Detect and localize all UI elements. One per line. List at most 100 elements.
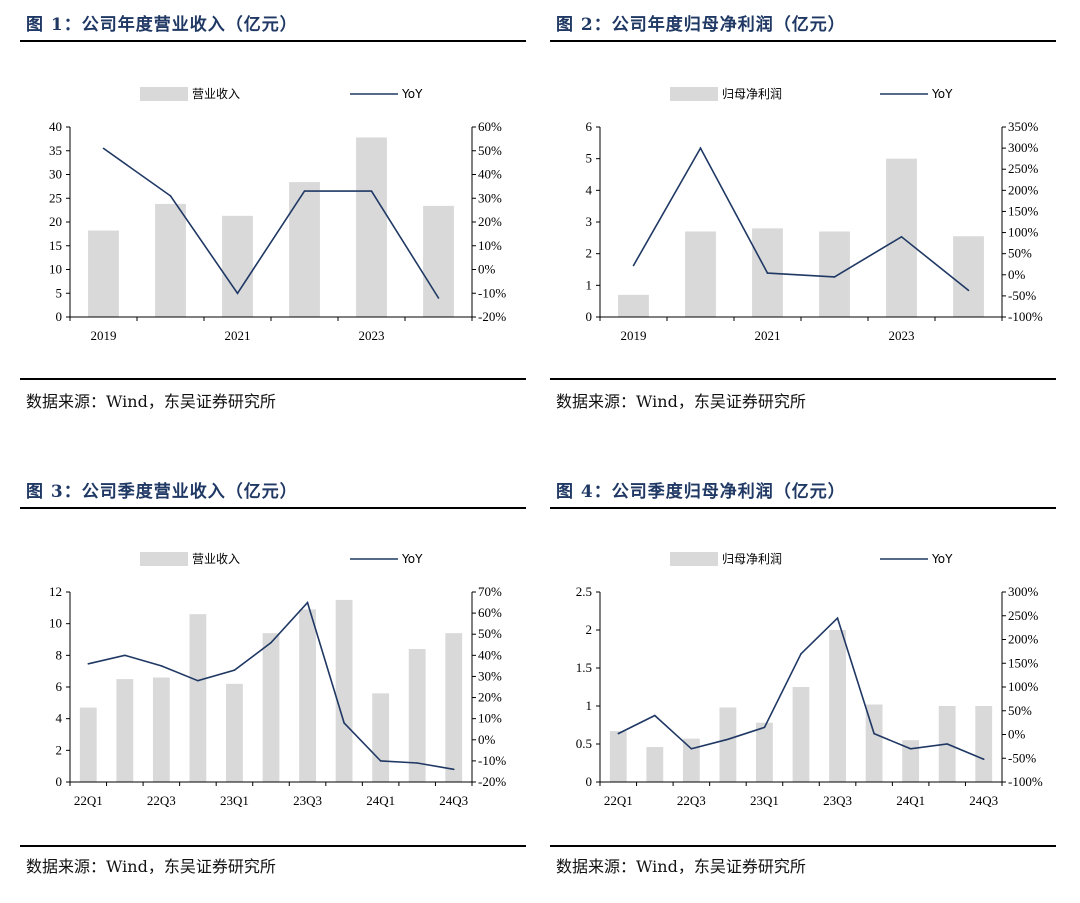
yoy-line [632, 146, 969, 292]
bottom-rule [20, 378, 526, 380]
yoy-point [306, 601, 309, 604]
right-tick-label: 300% [1008, 140, 1039, 155]
x-tick-label: 2021 [225, 328, 251, 343]
right-tick-label: -10% [478, 753, 506, 768]
yoy-point [873, 732, 875, 735]
bottom-rule [20, 845, 526, 847]
yoy-point [766, 272, 769, 274]
bar [682, 738, 700, 782]
yoy-point [727, 738, 729, 741]
right-tick-label: 0% [478, 732, 496, 747]
bottom-rule [550, 845, 1056, 847]
yoy-point [982, 758, 985, 760]
right-tick-label: -100% [1008, 774, 1043, 789]
yoy-point [87, 662, 90, 665]
bar [356, 137, 387, 317]
right-tick-label: 200% [1008, 182, 1039, 197]
yoy-point [370, 190, 373, 192]
right-tick-label: 250% [1008, 161, 1039, 176]
x-tick-label: 22Q3 [677, 793, 706, 808]
bar [756, 722, 773, 782]
right-tick-label: 50% [1008, 246, 1032, 261]
chart-plot: 归母净利润 YoY 0 1 2 3 4 5 6 -100% -50% 0% 50% 100% 150% 200… [586, 87, 1043, 343]
left-tick-label: 12 [49, 584, 62, 599]
yoy-point [197, 679, 199, 682]
left-tick-label: 3 [586, 214, 593, 229]
bar [886, 158, 917, 317]
yoy-point [233, 669, 236, 671]
bar [609, 731, 627, 782]
yoy-point [833, 276, 836, 278]
bar [719, 707, 737, 782]
yoy-point [946, 743, 948, 745]
chart-title: 图 4：公司季度归母净利润（亿元） [556, 482, 846, 502]
source-note: 数据来源：Wind，东吴证券研究所 [556, 857, 806, 876]
left-tick-label: 0 [586, 309, 593, 324]
left-tick-label: 4 [586, 182, 593, 197]
left-tick-label: 4 [56, 711, 63, 726]
bar [445, 633, 463, 782]
yoy-point [379, 760, 382, 762]
right-tick-label: 10% [478, 238, 502, 253]
chart-plot: 营业收入 YoY 0 2 4 6 8 10 12 -20% -10% 0% 10% 20% 30% 40% 50… [49, 552, 506, 808]
chart-title: 图 2：公司年度归母净利润（亿元） [556, 15, 846, 35]
left-tick-label: 0 [586, 774, 593, 789]
x-tick-label: 23Q1 [220, 793, 249, 808]
yoy-point [270, 641, 272, 644]
bar [262, 633, 280, 782]
legend-label: YoY [401, 87, 423, 101]
bar [79, 707, 97, 782]
right-tick-label: -50% [1008, 288, 1036, 303]
x-tick-label: 2023 [359, 328, 385, 343]
x-tick-label: 24Q3 [969, 793, 998, 808]
left-tick-label: 0 [56, 774, 63, 789]
right-tick-label: 10% [478, 711, 502, 726]
right-tick-label: 150% [1008, 655, 1039, 670]
yoy-point [800, 652, 802, 655]
top-rule [550, 507, 1056, 509]
left-tick-label: 30 [49, 167, 62, 182]
yoy-point [437, 297, 440, 299]
right-tick-label: 20% [478, 690, 502, 705]
bar [222, 215, 253, 317]
left-tick-label: 40 [49, 119, 62, 134]
yoy-point [632, 264, 635, 267]
left-tick-label: 5 [586, 151, 593, 166]
right-tick-label: 40% [478, 647, 502, 662]
right-tick-label: 200% [1008, 632, 1039, 647]
left-tick-label: 0 [56, 309, 63, 324]
yoy-point [169, 195, 172, 197]
left-tick-label: 2 [586, 622, 593, 637]
legend-label: YoY [931, 87, 953, 101]
bar [975, 706, 993, 782]
left-tick-label: 10 [49, 616, 62, 631]
right-tick-label: 350% [1008, 119, 1039, 134]
yoy-point [452, 768, 455, 771]
left-tick-label: 25 [49, 190, 62, 205]
bar [646, 747, 664, 782]
legend-label: 归母净利润 [722, 87, 782, 101]
yoy-point [617, 732, 620, 735]
left-tick-label: 1 [586, 277, 593, 292]
right-tick-label: 100% [1008, 225, 1039, 240]
right-tick-label: 0% [1008, 267, 1026, 282]
right-tick-label: 250% [1008, 608, 1039, 623]
left-tick-label: 20 [49, 214, 62, 229]
legend-bar-swatch [670, 552, 718, 566]
left-tick-label: 35 [49, 143, 62, 158]
legend-label: YoY [401, 552, 423, 566]
right-tick-label: 70% [478, 584, 502, 599]
source-note: 数据来源：Wind，东吴证券研究所 [26, 857, 276, 876]
yoy-point [909, 747, 912, 750]
bar [152, 677, 170, 782]
bar [155, 203, 186, 317]
right-tick-label: -50% [1008, 750, 1036, 765]
bar [88, 230, 119, 317]
yoy-point [343, 722, 345, 724]
right-tick-label: -10% [478, 285, 506, 300]
left-tick-label: 10 [49, 262, 62, 277]
chart-title: 图 3：公司季度营业收入（亿元） [26, 482, 298, 502]
right-tick-label: 40% [478, 167, 502, 182]
top-rule [20, 507, 526, 509]
x-tick-label: 24Q1 [366, 793, 395, 808]
